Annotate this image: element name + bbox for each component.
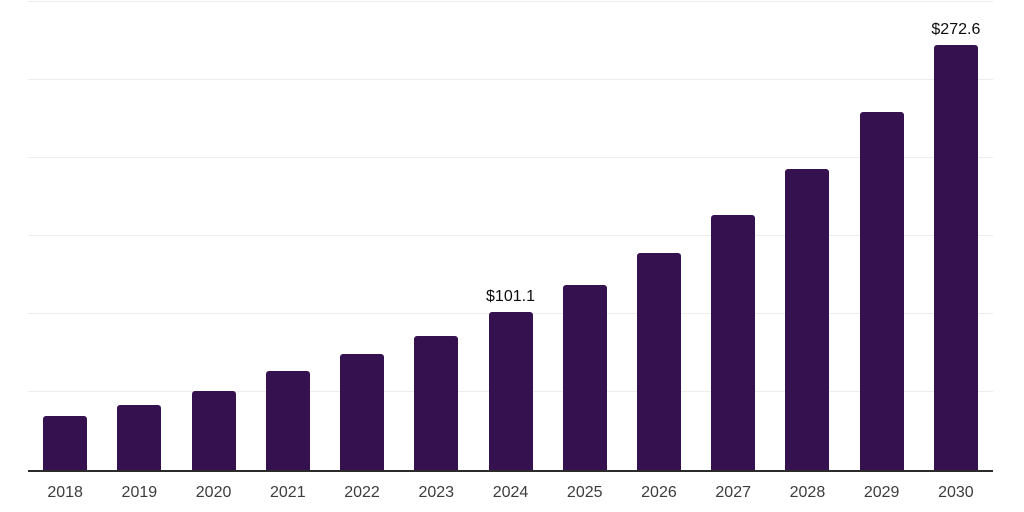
bar-2020 <box>191 391 236 470</box>
x-tick-2029: 2029 <box>863 484 900 501</box>
x-tick-2025: 2025 <box>566 484 603 501</box>
x-tick-2026: 2026 <box>641 484 677 501</box>
value-label-2024: $101.1 <box>486 288 535 306</box>
x-tick-2021: 2021 <box>270 484 306 501</box>
bar-2025 <box>562 285 607 470</box>
bar-2026 <box>636 253 681 470</box>
bar-2018 <box>43 416 88 470</box>
x-tick-2028: 2028 <box>789 484 826 501</box>
bar-2019 <box>117 405 162 470</box>
value-label-2030: $272.6 <box>931 20 981 38</box>
x-tick-2019: 2019 <box>121 484 158 501</box>
x-tick-2023: 2023 <box>418 484 455 501</box>
bar-2030 <box>933 44 978 470</box>
bar-2024 <box>488 312 533 470</box>
x-tick-2030: 2030 <box>938 484 974 501</box>
gridline-200 <box>28 157 993 158</box>
bar-2028 <box>785 169 830 470</box>
bar-2023 <box>414 336 459 470</box>
x-tick-2027: 2027 <box>715 484 751 501</box>
bar-2021 <box>265 371 310 470</box>
bar-2029 <box>859 112 904 470</box>
gridline-300 <box>28 1 993 2</box>
x-axis-line <box>28 470 993 472</box>
gridline-150 <box>28 235 993 236</box>
x-tick-2018: 2018 <box>47 484 83 501</box>
plot-area: $101.1 $272.6 <box>28 1 993 472</box>
bar-2022 <box>340 354 385 470</box>
x-tick-2024: 2024 <box>492 484 529 501</box>
x-tick-2020: 2020 <box>195 484 232 501</box>
gridline-250 <box>28 79 993 80</box>
x-axis-tick-labels: 2018 2019 2020 2021 2022 2023 2024 2025 2026 2027… <box>28 483 993 505</box>
x-tick-2022: 2022 <box>344 484 380 501</box>
bar-2027 <box>711 215 756 470</box>
